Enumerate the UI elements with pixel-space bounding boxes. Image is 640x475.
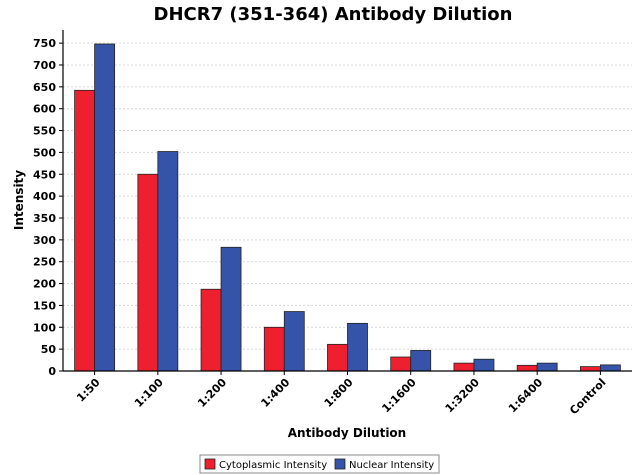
y-tick-label: 150: [33, 299, 56, 312]
bar-nuclear: [94, 43, 116, 372]
y-tick-label: 350: [33, 212, 56, 225]
bar-nuclear: [473, 358, 495, 372]
y-axis-label: Intensity: [12, 170, 26, 230]
x-tick-label: 1:50: [74, 376, 103, 405]
bar-cytoplasmic: [200, 288, 222, 372]
legend-entry: Nuclear Intensity: [349, 460, 434, 471]
chart-title: DHCR7 (351-364) Antibody Dilution: [154, 4, 513, 25]
x-tick-label: 1:200: [195, 376, 229, 410]
x-axis-label: Antibody Dilution: [288, 426, 406, 440]
x-tick-label: 1:3200: [443, 376, 483, 416]
y-tick-label: 600: [33, 103, 56, 116]
y-tick-label: 250: [33, 256, 56, 269]
bar-cytoplasmic: [453, 362, 475, 372]
bar-cytoplasmic: [263, 326, 285, 372]
x-tick-labels: 1:50 1:100 1:200 1:400 1:800 1:1600 1:3200 1:64…: [74, 371, 609, 417]
y-tick-label: 700: [33, 59, 56, 72]
y-tick-label: 450: [33, 168, 56, 181]
bar-cytoplasmic: [74, 89, 96, 372]
legend-entry: Cytoplasmic Intensity: [219, 460, 327, 471]
bar-nuclear: [536, 362, 558, 372]
bar-cytoplasmic: [516, 364, 538, 372]
legend-swatch: [204, 458, 216, 470]
y-tick-label: 550: [33, 125, 56, 138]
y-tick-labels: 0 50 100 150 200 250 300 350 400 450 500 550 600 650 7…: [33, 37, 63, 378]
bar-nuclear: [410, 350, 432, 372]
y-tick-label: 50: [41, 343, 57, 356]
x-tick-label: 1:6400: [506, 376, 546, 416]
bar-nuclear: [220, 246, 242, 372]
bar-cytoplasmic: [390, 356, 412, 372]
bar-cytoplasmic: [579, 366, 601, 372]
bar-cytoplasmic: [137, 173, 159, 372]
bar-nuclear: [347, 322, 368, 372]
bar-nuclear: [157, 151, 179, 372]
y-tick-label: 0: [48, 365, 56, 378]
legend: Cytoplasmic Intensity Nuclear Intensity: [199, 454, 440, 474]
legend-box: [199, 454, 440, 474]
y-tick-label: 650: [33, 81, 56, 94]
grid-lines: [63, 42, 632, 350]
y-tick-label: 100: [33, 321, 56, 334]
legend-swatch: [334, 458, 346, 470]
x-tick-label: 1:100: [132, 376, 166, 410]
y-tick-label: 400: [33, 190, 56, 203]
x-tick-label: Control: [567, 376, 608, 417]
bars: [74, 43, 621, 372]
x-tick-label: 1:1600: [379, 376, 419, 416]
x-tick-label: 1:800: [322, 376, 356, 410]
bar-nuclear: [283, 311, 305, 372]
y-tick-label: 500: [33, 146, 56, 159]
y-tick-label: 200: [33, 278, 56, 291]
y-tick-label: 300: [33, 234, 56, 247]
x-tick-label: 1:400: [258, 376, 292, 410]
y-tick-label: 750: [33, 37, 56, 50]
bar-nuclear: [599, 364, 621, 372]
bar-cytoplasmic: [327, 343, 348, 372]
